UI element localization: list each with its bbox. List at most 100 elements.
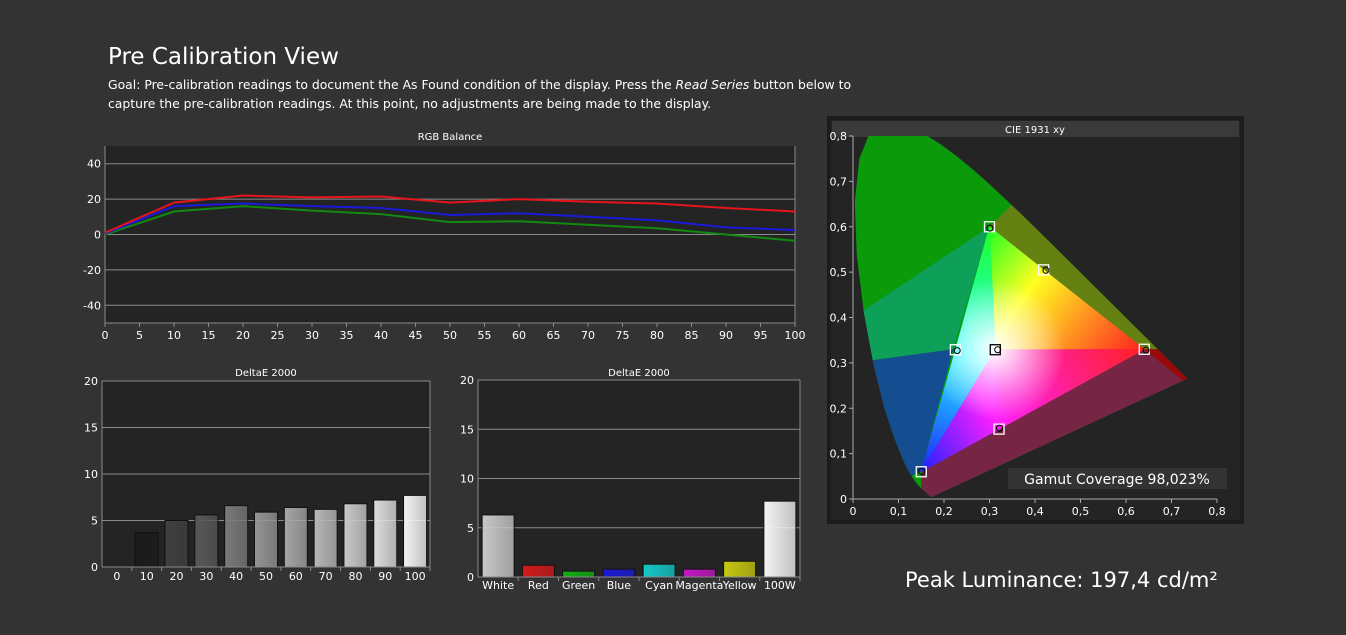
x-tick-label: 40 xyxy=(374,329,388,342)
x-tick-label: 60 xyxy=(512,329,526,342)
x-tick-label: 55 xyxy=(478,329,492,342)
x-tick-label: 90 xyxy=(719,329,733,342)
measured-point-yellow xyxy=(1042,266,1050,274)
x-tick-label: Green xyxy=(562,579,595,592)
goal-text-part1: Goal: Pre-calibration readings to docume… xyxy=(108,77,676,92)
x-tick-label: Red xyxy=(528,579,549,592)
x-tick-label: Magenta xyxy=(675,579,723,592)
x-tick-label: 0,5 xyxy=(1072,505,1090,518)
title-strip xyxy=(832,121,1239,137)
target-marker-blue xyxy=(915,466,927,478)
y-tick-label: 20 xyxy=(460,374,474,387)
x-tick-label: 80 xyxy=(650,329,664,342)
y-tick-label: 0,3 xyxy=(830,357,848,370)
x-tick-label: 30 xyxy=(305,329,319,342)
x-tick-label: 100 xyxy=(405,570,426,583)
x-tick-label: 70 xyxy=(319,570,333,583)
y-tick-label: 0,8 xyxy=(830,130,848,143)
gamut-coverage-box xyxy=(1008,468,1227,489)
bar-red xyxy=(521,564,555,578)
bar-blue xyxy=(602,568,636,578)
peak-luminance: Peak Luminance: 197,4 cd/m² xyxy=(905,568,1218,592)
y-tick-label: -20 xyxy=(83,264,101,277)
chart-title: DeltaE 2000 xyxy=(608,368,670,379)
x-tick-label: 5 xyxy=(136,329,143,342)
x-tick-label: 10 xyxy=(167,329,181,342)
y-tick-label: 5 xyxy=(467,522,474,535)
x-tick-label: 0,1 xyxy=(890,505,908,518)
x-tick-label: 0,3 xyxy=(981,505,999,518)
x-tick-label: Blue xyxy=(607,579,632,592)
x-tick-label: Yellow xyxy=(722,579,757,592)
y-tick-label: 0,4 xyxy=(830,312,848,325)
y-tick-label: 0 xyxy=(840,493,847,506)
x-tick-label: 30 xyxy=(199,570,213,583)
locus-red-region xyxy=(1144,349,1188,409)
x-tick-label: 50 xyxy=(443,329,457,342)
x-tick-label: 100 xyxy=(785,329,806,342)
y-tick-label: 15 xyxy=(84,422,98,435)
x-tick-label: 0 xyxy=(102,329,109,342)
y-tick-label: 0,5 xyxy=(830,266,848,279)
x-tick-label: 0,4 xyxy=(1026,505,1044,518)
goal-text: Goal: Pre-calibration readings to docume… xyxy=(108,75,868,113)
x-tick-label: 25 xyxy=(271,329,285,342)
measured-point-magenta xyxy=(996,424,1004,432)
y-tick-label: 0,6 xyxy=(830,221,848,234)
x-tick-label: 85 xyxy=(685,329,699,342)
y-tick-label: 0 xyxy=(94,229,101,242)
x-tick-label: 65 xyxy=(547,329,561,342)
x-tick-label: 0 xyxy=(113,570,120,583)
y-tick-label: 0,2 xyxy=(830,402,848,415)
gamut-coverage-label: Gamut Coverage 98,023% xyxy=(1024,472,1210,488)
x-tick-label: 100W xyxy=(764,579,796,592)
y-tick-label: 0 xyxy=(467,571,474,584)
page-title: Pre Calibration View xyxy=(108,44,339,70)
cie-1931-chart: CIE 1931 xy 0,8 0,7 0,6 0,5 0,4 0,3 0,2 0,1 00 0,1… xyxy=(830,121,1239,518)
bar-green xyxy=(562,570,596,578)
x-tick-label: White xyxy=(482,579,514,592)
locus-cyan-region xyxy=(854,226,990,363)
series-line-blue xyxy=(104,202,796,235)
x-tick-label: 0,2 xyxy=(935,505,953,518)
x-tick-label: 15 xyxy=(202,329,216,342)
y-tick-label: 20 xyxy=(87,193,101,206)
x-tick-label: 80 xyxy=(348,570,362,583)
x-tick-label: 90 xyxy=(378,570,392,583)
x-tick-label: 0 xyxy=(850,505,857,518)
y-tick-label: -40 xyxy=(83,299,101,312)
x-tick-label: 10 xyxy=(140,570,154,583)
colors-deltae-chart: DeltaE 2000 20 15 10 5 0 White Red Green Blue Cyan… xyxy=(460,368,801,592)
y-tick-label: 0,1 xyxy=(830,448,848,461)
y-tick-label: 0 xyxy=(91,561,98,574)
rgb-balance-chart: RGB Balance 40 20 0 -20 -40 0 5 10 15 20 25 30 35 40 45… xyxy=(83,132,806,342)
x-tick-label: 0,8 xyxy=(1208,505,1226,518)
y-tick-label: 10 xyxy=(84,468,98,481)
x-tick-label: 45 xyxy=(409,329,423,342)
series-line-red xyxy=(104,194,796,234)
x-tick-label: 20 xyxy=(170,570,184,583)
x-tick-label: 50 xyxy=(259,570,273,583)
y-tick-label: 0,7 xyxy=(830,175,848,188)
y-tick-label: 10 xyxy=(460,473,474,486)
series-line-green xyxy=(104,205,796,242)
chart-title: CIE 1931 xy xyxy=(1005,125,1065,136)
x-tick-label: 40 xyxy=(229,570,243,583)
measured-point-green xyxy=(986,224,994,232)
target-marker-green xyxy=(983,221,996,233)
goal-text-part2: button below to capture the pre-calibrat… xyxy=(108,77,852,111)
y-tick-label: 40 xyxy=(87,158,101,171)
target-marker-magenta xyxy=(993,423,1005,435)
gamut-white-glow xyxy=(921,226,1145,472)
bar-magenta xyxy=(682,568,716,578)
y-tick-label: 15 xyxy=(460,423,474,436)
x-tick-label: Cyan xyxy=(645,579,673,592)
x-tick-label: 0,6 xyxy=(1117,505,1135,518)
bar-cyan xyxy=(642,563,676,578)
y-tick-label: 5 xyxy=(91,515,98,528)
measured-point-white xyxy=(994,346,1002,354)
x-tick-label: 35 xyxy=(340,329,354,342)
chart-title: RGB Balance xyxy=(418,132,483,143)
y-tick-label: 20 xyxy=(84,375,98,388)
